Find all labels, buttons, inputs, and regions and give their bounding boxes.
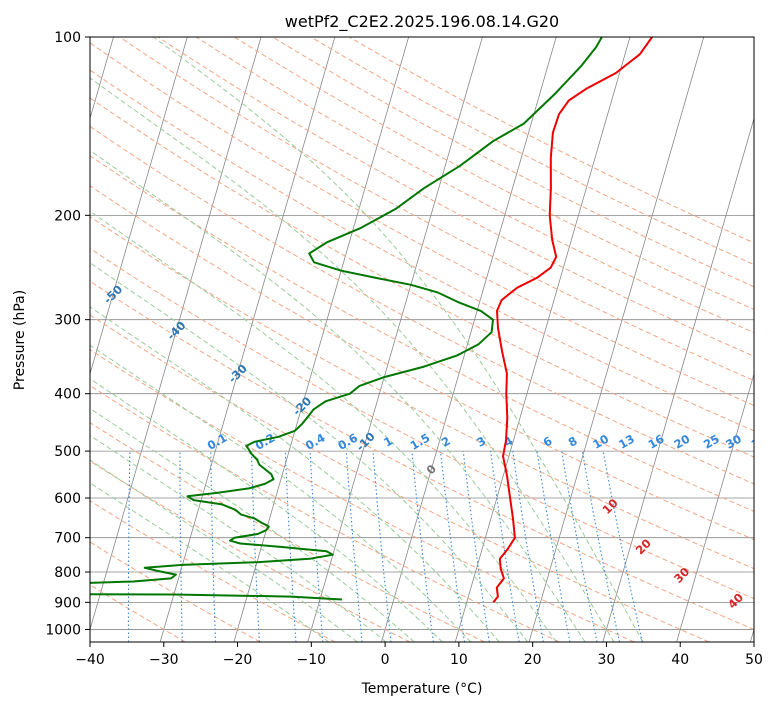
moist-adiabat xyxy=(90,210,557,642)
temperature-line xyxy=(492,37,653,603)
dry-adiabat xyxy=(90,349,635,642)
dry-adiabat xyxy=(90,185,754,541)
dry-adiabat xyxy=(90,314,710,642)
mixing-ratio-line xyxy=(581,451,621,642)
moist-adiabat xyxy=(90,482,330,642)
moist-adiabat xyxy=(90,149,586,642)
x-axis-label: Temperature (°C) xyxy=(361,681,483,697)
x-tick-label: 10 xyxy=(450,652,468,668)
mixing-ratio-label: 30 xyxy=(723,432,744,452)
mixing-ratio-label: 13 xyxy=(616,432,637,452)
isotherm-line xyxy=(233,37,410,642)
dry-adiabat xyxy=(310,37,754,266)
x-tick-label: −40 xyxy=(75,652,105,668)
mixing-ratio-label: 25 xyxy=(701,432,722,452)
x-tick-label: 20 xyxy=(524,652,542,668)
dry-adiabat xyxy=(90,69,754,432)
mixing-ratio-label: 10 xyxy=(590,432,611,452)
y-tick-label: 900 xyxy=(54,595,81,611)
y-tick-label: 800 xyxy=(54,565,81,581)
dry-adiabat xyxy=(157,37,754,357)
y-tick-label: 400 xyxy=(54,387,81,403)
x-tick-label: −30 xyxy=(149,652,179,668)
mixing-ratio-line xyxy=(462,451,490,642)
isotherm-line xyxy=(90,37,188,376)
mixing-ratio-line xyxy=(345,451,363,642)
isotherm-line xyxy=(381,37,557,642)
dry-adiabat xyxy=(195,37,754,334)
dry-adiabat xyxy=(90,460,411,642)
y-tick-label: 600 xyxy=(54,491,81,507)
dry-adiabat xyxy=(90,280,754,630)
y-axis-label: Pressure (hPa) xyxy=(12,290,28,390)
x-tick-label: −20 xyxy=(223,652,253,668)
mixing-ratio-label: 36 xyxy=(749,432,770,452)
isotherm-label: -70 xyxy=(0,187,5,212)
isotherm-label: -60 xyxy=(40,237,65,262)
isotherm-line xyxy=(602,117,754,642)
mixing-ratio-label: 16 xyxy=(646,432,667,452)
moist-adiabat xyxy=(90,344,472,642)
isotherm-line xyxy=(528,37,705,642)
moist-adiabat xyxy=(90,459,358,642)
isotherm-line xyxy=(159,37,336,642)
y-tick-label: 300 xyxy=(54,313,81,329)
background-lines: 0.1 0.2 0.4 0.6 1 1.5 2 3 4 6 8 10 13 16 20 25 30 36 xyxy=(90,37,770,642)
isotherm-line xyxy=(676,372,754,642)
plot-background xyxy=(90,37,754,642)
dewpoint-line xyxy=(90,37,603,601)
y-tick-label: 700 xyxy=(54,531,81,547)
y-tick-label: 100 xyxy=(54,30,81,46)
y-tick-label: 1000 xyxy=(45,622,81,638)
moist-adiabat xyxy=(153,37,644,642)
chart-title: wetPf2_C2E2.2025.196.08.14.G20 xyxy=(285,12,559,32)
moist-adiabat xyxy=(90,306,500,642)
y-tick-label: 500 xyxy=(54,444,81,460)
mixing-ratio-line xyxy=(439,451,466,642)
dry-adiabat xyxy=(90,384,560,642)
mixing-ratio-label: 20 xyxy=(671,432,692,452)
mixing-ratio-line xyxy=(561,451,598,642)
sounding-series xyxy=(90,37,653,603)
x-tick-label: −10 xyxy=(297,652,327,668)
x-tick-label: 40 xyxy=(671,652,689,668)
isotherm-line xyxy=(454,37,631,642)
dry-adiabat xyxy=(272,37,754,288)
moist-adiabat xyxy=(90,434,387,642)
x-tick-label: 30 xyxy=(598,652,616,668)
mixing-ratio-line xyxy=(490,451,520,642)
y-tick-label: 200 xyxy=(54,208,81,224)
isotherm-line xyxy=(90,37,262,631)
plot-frame xyxy=(89,36,755,643)
x-tick-label: 50 xyxy=(745,652,763,668)
mixing-ratio-line xyxy=(602,451,643,642)
dry-adiabat xyxy=(119,37,754,382)
mixing-ratio-line xyxy=(411,451,434,642)
dry-adiabat xyxy=(90,125,754,485)
dry-adiabat xyxy=(90,216,754,570)
moist-adiabat xyxy=(90,407,415,642)
dry-adiabat xyxy=(90,42,754,407)
y-axis: 100 200 300 400 500 600 700 800 900 1000 xyxy=(45,30,90,638)
x-axis: −40 −30 −20 −10 0 10 20 30 40 50 xyxy=(75,642,763,668)
moist-adiabat xyxy=(90,77,615,642)
mixing-ratio-line xyxy=(372,451,392,642)
x-tick-label: 0 xyxy=(381,652,390,668)
